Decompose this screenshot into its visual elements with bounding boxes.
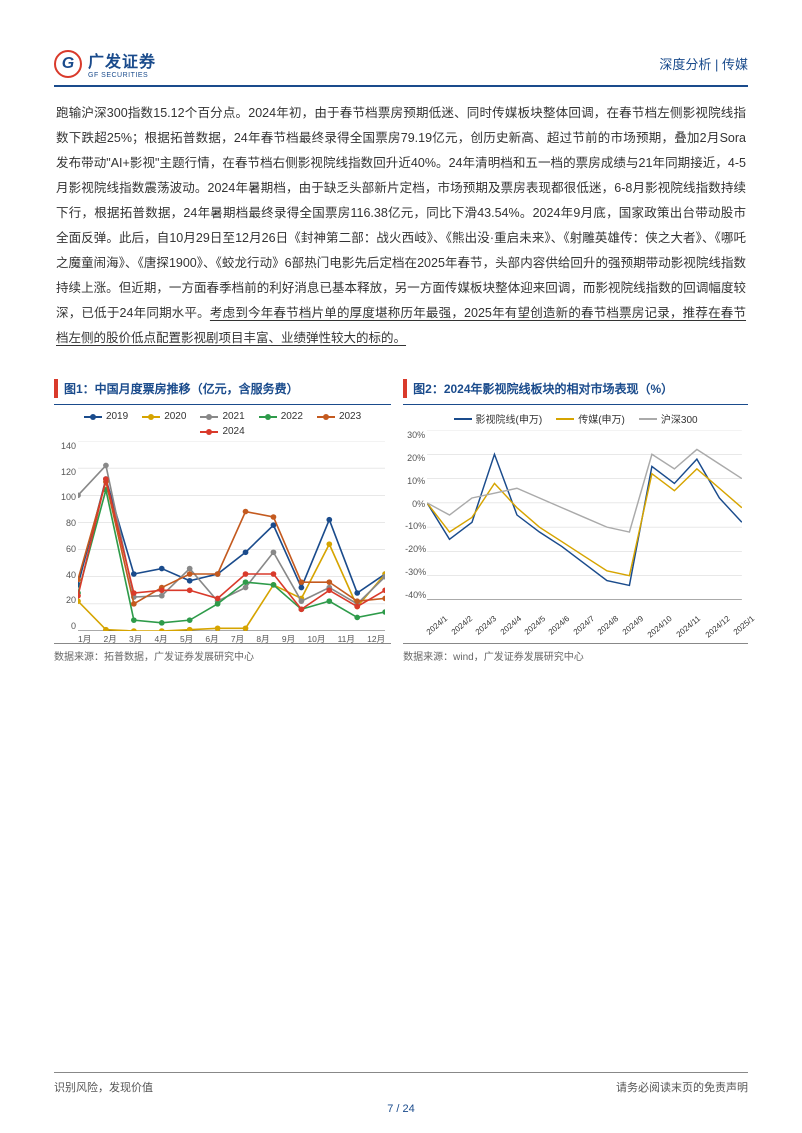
legend-item: 沪深300 bbox=[639, 411, 698, 426]
legend-item: 传媒(申万) bbox=[556, 411, 625, 426]
chart2-xlabels: 2024/12024/22024/32024/42024/52024/62024… bbox=[419, 614, 750, 642]
footer-left: 识别风险，发现价值 bbox=[54, 1079, 153, 1095]
chart1-plot bbox=[78, 441, 385, 631]
legend-item: 2022 bbox=[259, 411, 303, 422]
logo-text-cn: 广发证券 bbox=[88, 48, 156, 72]
body-text-main: 跑输沪深300指数15.12个百分点。2024年初，由于春节档票房预期低迷、同时… bbox=[56, 106, 746, 320]
charts-row: 图1：中国月度票房推移（亿元，含服务费） 2019 2020 2021 2022 202… bbox=[54, 379, 748, 663]
chart1-ylabels: 140120100806040200 bbox=[56, 441, 76, 631]
chart1-xlabels: 1月2月3月4月5月6月7月8月9月10月11月12月 bbox=[78, 633, 385, 645]
chart1: 图1：中国月度票房推移（亿元，含服务费） 2019 2020 2021 2022 202… bbox=[54, 379, 391, 663]
chart2-title: 图2：2024年影视院线板块的相对市场表现（%） bbox=[413, 379, 673, 398]
chart2-ylabels: 30%20%10%0%-10%-20%-30%-40% bbox=[405, 430, 425, 600]
chart1-legend: 2019 2020 2021 2022 2023 2024 bbox=[56, 411, 389, 437]
chart1-canvas: 2019 2020 2021 2022 2023 2024 140120100806040… bbox=[54, 404, 391, 644]
legend-item: 2024 bbox=[200, 426, 244, 437]
chart2-legend: 影视院线(申万) 传媒(申万) 沪深300 bbox=[405, 411, 746, 426]
legend-item: 2020 bbox=[142, 411, 186, 422]
footer-right: 请务必阅读末页的免责声明 bbox=[616, 1079, 748, 1095]
header-category: 深度分析 | 传媒 bbox=[659, 54, 748, 73]
chart1-source: 数据来源：拓普数据，广发证券发展研究中心 bbox=[54, 648, 391, 663]
page-header: G 广发证券 GF SECURITIES 深度分析 | 传媒 bbox=[54, 48, 748, 87]
body-paragraph: 跑输沪深300指数15.12个百分点。2024年初，由于春节档票房预期低迷、同时… bbox=[54, 101, 748, 351]
legend-item: 影视院线(申万) bbox=[454, 411, 543, 426]
legend-item: 2023 bbox=[317, 411, 361, 422]
chart1-title: 图1：中国月度票房推移（亿元，含服务费） bbox=[64, 379, 299, 398]
chart2: 图2：2024年影视院线板块的相对市场表现（%） 影视院线(申万) 传媒(申万) 沪… bbox=[403, 379, 748, 663]
page-footer: 识别风险，发现价值 请务必阅读末页的免责声明 bbox=[54, 1072, 748, 1095]
chart2-accent bbox=[403, 379, 407, 398]
legend-item: 2021 bbox=[200, 411, 244, 422]
chart2-plot bbox=[427, 430, 742, 600]
logo-text-en: GF SECURITIES bbox=[88, 72, 156, 79]
chart1-accent bbox=[54, 379, 58, 398]
page-number: 7 / 24 bbox=[0, 1103, 802, 1115]
logo: G 广发证券 GF SECURITIES bbox=[54, 48, 156, 79]
logo-icon: G bbox=[54, 50, 82, 78]
legend-item: 2019 bbox=[84, 411, 128, 422]
chart2-canvas: 影视院线(申万) 传媒(申万) 沪深300 30%20%10%0%-10%-20%-… bbox=[403, 404, 748, 644]
